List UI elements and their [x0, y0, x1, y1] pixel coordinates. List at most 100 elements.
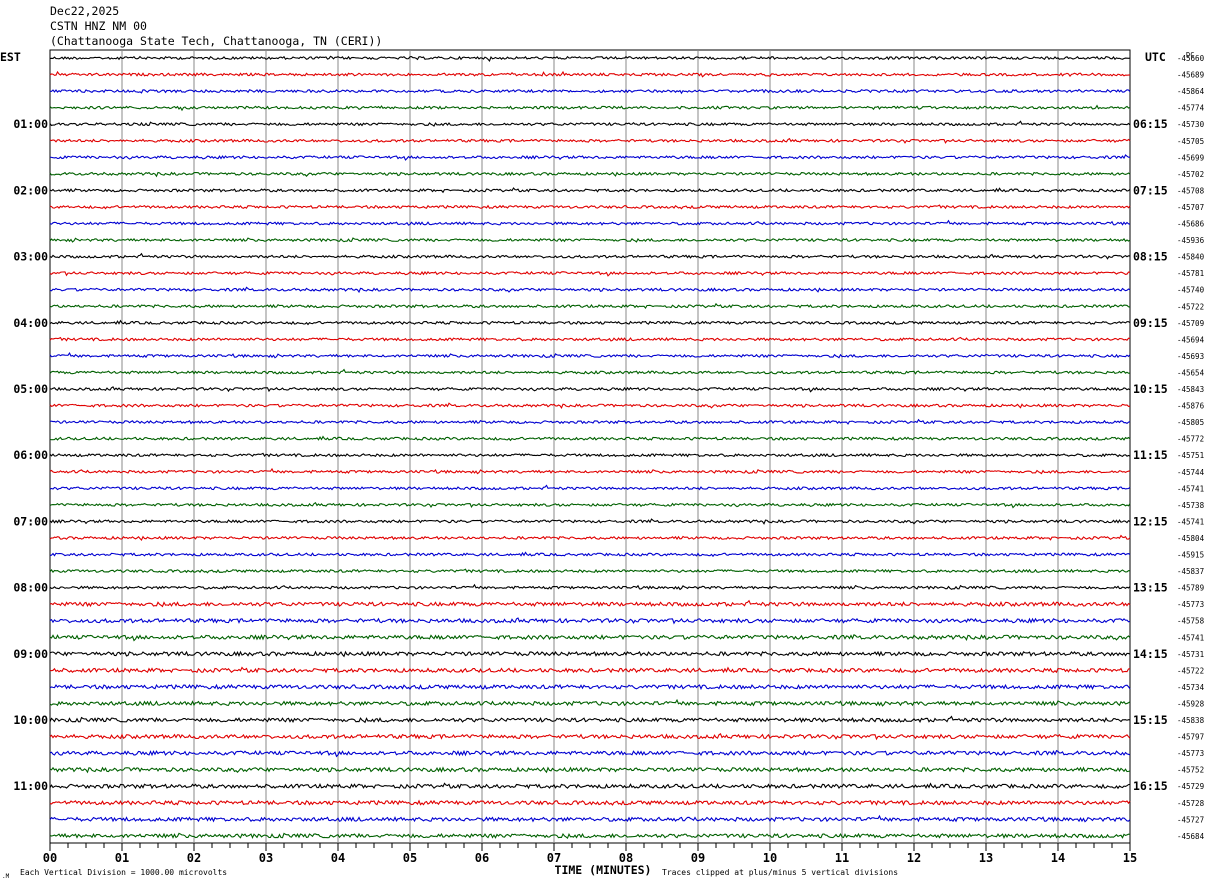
right-hour-label: 16:15 [1133, 779, 1168, 793]
x-tick-label: 01 [115, 851, 129, 865]
seismic-trace [49, 568, 1131, 574]
seismic-trace [49, 418, 1131, 425]
clip-note: Traces clipped at plus/minus 5 vertical … [662, 868, 899, 877]
seismic-trace [49, 814, 1131, 823]
right-hour-label: 10:15 [1133, 382, 1168, 396]
x-tick-label: 04 [331, 851, 345, 865]
seismic-trace [49, 650, 1131, 658]
seismic-trace [49, 368, 1131, 375]
seismic-trace [49, 171, 1131, 178]
dc-offset-label: -45741 [1177, 517, 1204, 526]
dc-offset-label: -45741 [1177, 484, 1204, 493]
dc-offset-label: -45654 [1177, 368, 1205, 377]
x-tick-label: 03 [259, 851, 273, 865]
seismic-trace [49, 799, 1131, 806]
dc-offset-label: -45781 [1177, 269, 1204, 278]
station-code: CSTN HNZ NM 00 [50, 19, 147, 33]
seismic-trace [49, 832, 1131, 840]
seismic-trace [49, 534, 1131, 542]
dc-offset-label: -45744 [1177, 468, 1205, 477]
corner-mark: .M [2, 873, 10, 880]
seismic-trace [49, 187, 1131, 194]
seismic-trace [49, 583, 1131, 591]
seismic-trace [49, 104, 1131, 112]
seismic-trace [49, 386, 1131, 393]
seismic-trace [49, 402, 1131, 410]
dc-offset-label: -45689 [1177, 71, 1204, 80]
dc-offset-label: -45876 [1177, 402, 1205, 411]
left-hour-label: 03:00 [13, 250, 48, 264]
x-tick-label: 13 [979, 851, 993, 865]
plot-date: Dec22,2025 [50, 4, 120, 18]
x-tick-label: 02 [187, 851, 201, 865]
dc-offset-label: -45928 [1177, 699, 1205, 708]
x-tick-label: 14 [1051, 851, 1065, 865]
left-hour-label: 06:00 [13, 448, 48, 462]
dc-offset-label: -45722 [1177, 666, 1204, 675]
right-hour-label: 14:15 [1133, 647, 1168, 661]
right-hour-label: 06:15 [1133, 117, 1168, 131]
dc-offset-label: -45705 [1177, 137, 1204, 146]
dc-offset-label: -45837 [1177, 567, 1204, 576]
x-tick-label: 07 [547, 851, 561, 865]
right-hour-label: 09:15 [1133, 316, 1168, 330]
left-hour-label: 08:00 [13, 581, 48, 595]
right-hour-label: 13:15 [1133, 581, 1168, 595]
dc-offset-label: -45660 [1177, 54, 1205, 63]
dc-offset-label: -45752 [1177, 766, 1204, 775]
x-tick-label: 12 [907, 851, 921, 865]
left-hour-label: 10:00 [13, 713, 48, 727]
right-hour-label: 11:15 [1133, 448, 1168, 462]
dc-offset-label: -45702 [1177, 170, 1204, 179]
seismic-trace [49, 154, 1131, 161]
seismic-trace [49, 666, 1131, 674]
x-axis-title: TIME (MINUTES) [555, 863, 652, 877]
right-hour-label: 08:15 [1133, 250, 1168, 264]
seismic-trace [49, 270, 1131, 277]
dc-offset-label: -45708 [1177, 186, 1205, 195]
seismic-trace [49, 352, 1131, 359]
dc-column-label: DC [1186, 51, 1194, 59]
station-location: (Chattanooga State Tech, Chattanooga, TN… [50, 34, 383, 48]
dc-offset-label: -45740 [1177, 286, 1205, 295]
x-tick-label: 11 [835, 851, 849, 865]
dc-offset-label: -45772 [1177, 435, 1204, 444]
seismic-trace [49, 137, 1131, 144]
dc-offset-label: -45731 [1177, 650, 1204, 659]
seismic-trace [49, 467, 1131, 475]
left-hour-label: 09:00 [13, 647, 48, 661]
right-hour-label: 07:15 [1133, 183, 1168, 197]
dc-offset-label: -45694 [1177, 335, 1205, 344]
dc-offset-label: -45734 [1177, 683, 1205, 692]
dc-offset-label: -45751 [1177, 451, 1204, 460]
seismic-trace [49, 319, 1131, 326]
dc-offset-label: -45709 [1177, 319, 1204, 328]
seismic-trace [49, 252, 1131, 260]
seismic-trace [49, 599, 1131, 608]
dc-offset-label: -45707 [1177, 203, 1204, 212]
right-timezone-label: UTC [1145, 50, 1166, 64]
seismic-trace [49, 70, 1131, 78]
left-hour-label: 11:00 [13, 779, 48, 793]
dc-offset-label: -45738 [1177, 501, 1205, 510]
dc-offset-label: -45774 [1177, 104, 1205, 113]
x-tick-label: 05 [403, 851, 417, 865]
plot-frame [49, 49, 1131, 844]
seismic-trace [49, 484, 1131, 491]
x-tick-label: 08 [619, 851, 633, 865]
dc-offset-label: -45684 [1177, 832, 1205, 841]
dc-offset-label: -45686 [1177, 220, 1205, 229]
right-hour-label: 12:15 [1133, 514, 1168, 528]
seismic-trace [49, 219, 1131, 226]
seismic-trace [49, 518, 1131, 525]
dc-offset-label: -45741 [1177, 633, 1204, 642]
seismic-trace [49, 698, 1131, 707]
dc-offset-label: -45843 [1177, 385, 1204, 394]
x-tick-label: 15 [1123, 851, 1137, 865]
seismic-trace [49, 633, 1131, 642]
left-hour-label: 02:00 [13, 183, 48, 197]
dc-offset-label: -45936 [1177, 236, 1205, 245]
seismic-trace [49, 55, 1131, 62]
seismic-trace [49, 551, 1131, 558]
